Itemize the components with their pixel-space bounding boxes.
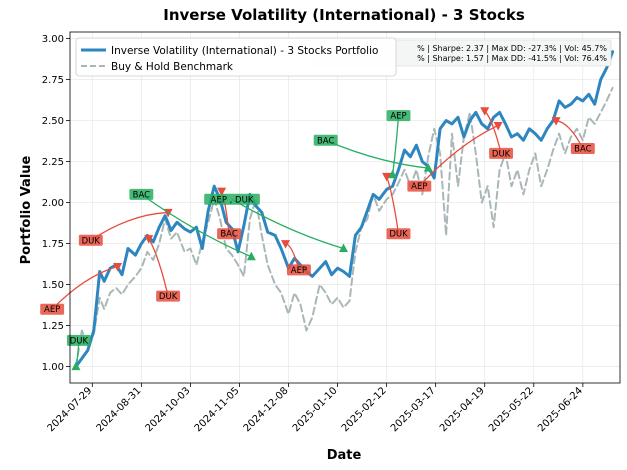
y-tick-label: 2.25 <box>42 157 64 168</box>
sell-marker <box>551 117 561 126</box>
trade-label-box <box>129 188 154 200</box>
trade-connector <box>140 193 252 258</box>
stats-line-portfolio: % | Sharpe: 2.37 | Max DD: -27.3% | Vol:… <box>417 44 607 53</box>
buy-marker <box>423 163 433 172</box>
sell-marker <box>144 235 154 244</box>
trade-label-box <box>386 110 411 122</box>
trade-label-box <box>40 303 65 315</box>
trade-label-box <box>286 264 311 276</box>
y-tick-label: 2.00 <box>42 198 64 209</box>
trade-label: BAC <box>317 136 334 146</box>
trade-label-box <box>66 334 91 346</box>
chart-title: Inverse Volatility (International) - 3 S… <box>163 6 525 24</box>
stats-line-benchmark: % | Sharpe: 1.57 | Max DD: -41.5% | Vol:… <box>417 54 607 63</box>
trade-label: DUK <box>159 292 178 302</box>
trade-label-box <box>204 193 260 205</box>
series-layer <box>74 50 615 369</box>
trade-label: DUK <box>389 230 408 240</box>
trade-label: DUK <box>70 336 89 346</box>
trade-label: AEP <box>411 182 427 192</box>
y-tick-label: 1.50 <box>42 280 64 291</box>
trade-label-box <box>489 147 514 159</box>
y-tick-label: 3.00 <box>42 34 64 45</box>
trade-connector <box>51 265 118 310</box>
legend-label-benchmark: Buy & Hold Benchmark <box>111 61 234 73</box>
trade-annotations: DUK AEP DUK DUK BAC BAC AEP , DUK AEP BAC AEP DUK A… <box>40 107 595 371</box>
sell-marker <box>281 240 291 249</box>
trade-label-box <box>78 234 103 246</box>
buy-marker <box>339 243 349 253</box>
y-tick-label: 2.75 <box>42 75 64 86</box>
y-tick-label: 2.50 <box>42 116 64 127</box>
trade-label-box <box>156 290 181 302</box>
trade-label: DUK <box>492 149 511 159</box>
x-axis-label: Date <box>327 448 362 463</box>
sell-marker <box>217 187 227 197</box>
portfolio-line <box>74 50 615 369</box>
sell-marker <box>480 107 490 116</box>
plot-frame <box>69 31 621 384</box>
trade-label: AEP <box>291 266 307 276</box>
legend: Inverse Volatility (International) - 3 S… <box>75 37 397 77</box>
trade-label-box <box>217 228 242 240</box>
y-tick-label: 1.75 <box>42 239 64 250</box>
buy-marker <box>388 169 398 179</box>
buy-marker <box>71 361 81 371</box>
legend-label-portfolio: Inverse Volatility (International) - 3 S… <box>111 45 378 57</box>
trade-label: AEP <box>44 305 60 315</box>
sell-marker <box>113 263 123 272</box>
trade-connector <box>418 124 499 187</box>
sell-marker <box>382 172 392 182</box>
trade-label: DUK <box>82 236 101 246</box>
trade-label-box <box>570 142 595 154</box>
buy-marker <box>246 251 256 261</box>
trade-connector <box>148 238 169 297</box>
trade-label: AEP , DUK <box>211 195 254 205</box>
trade-label: BAC <box>574 144 591 154</box>
benchmark-line <box>74 86 614 368</box>
legend-box <box>75 37 397 77</box>
y-tick-label: 1.00 <box>42 362 64 373</box>
trade-label: AEP <box>390 112 406 122</box>
trade-connector <box>231 198 344 250</box>
trade-label: BAC <box>220 230 237 240</box>
y-axis-label: Portfolio Value <box>19 155 34 264</box>
sell-marker <box>493 121 503 131</box>
trade-label: BAC <box>133 190 150 200</box>
trade-label-box <box>313 134 338 146</box>
trade-label-box <box>386 228 411 240</box>
y-tick-label: 1.25 <box>42 321 64 332</box>
trade-label-box <box>407 180 432 192</box>
